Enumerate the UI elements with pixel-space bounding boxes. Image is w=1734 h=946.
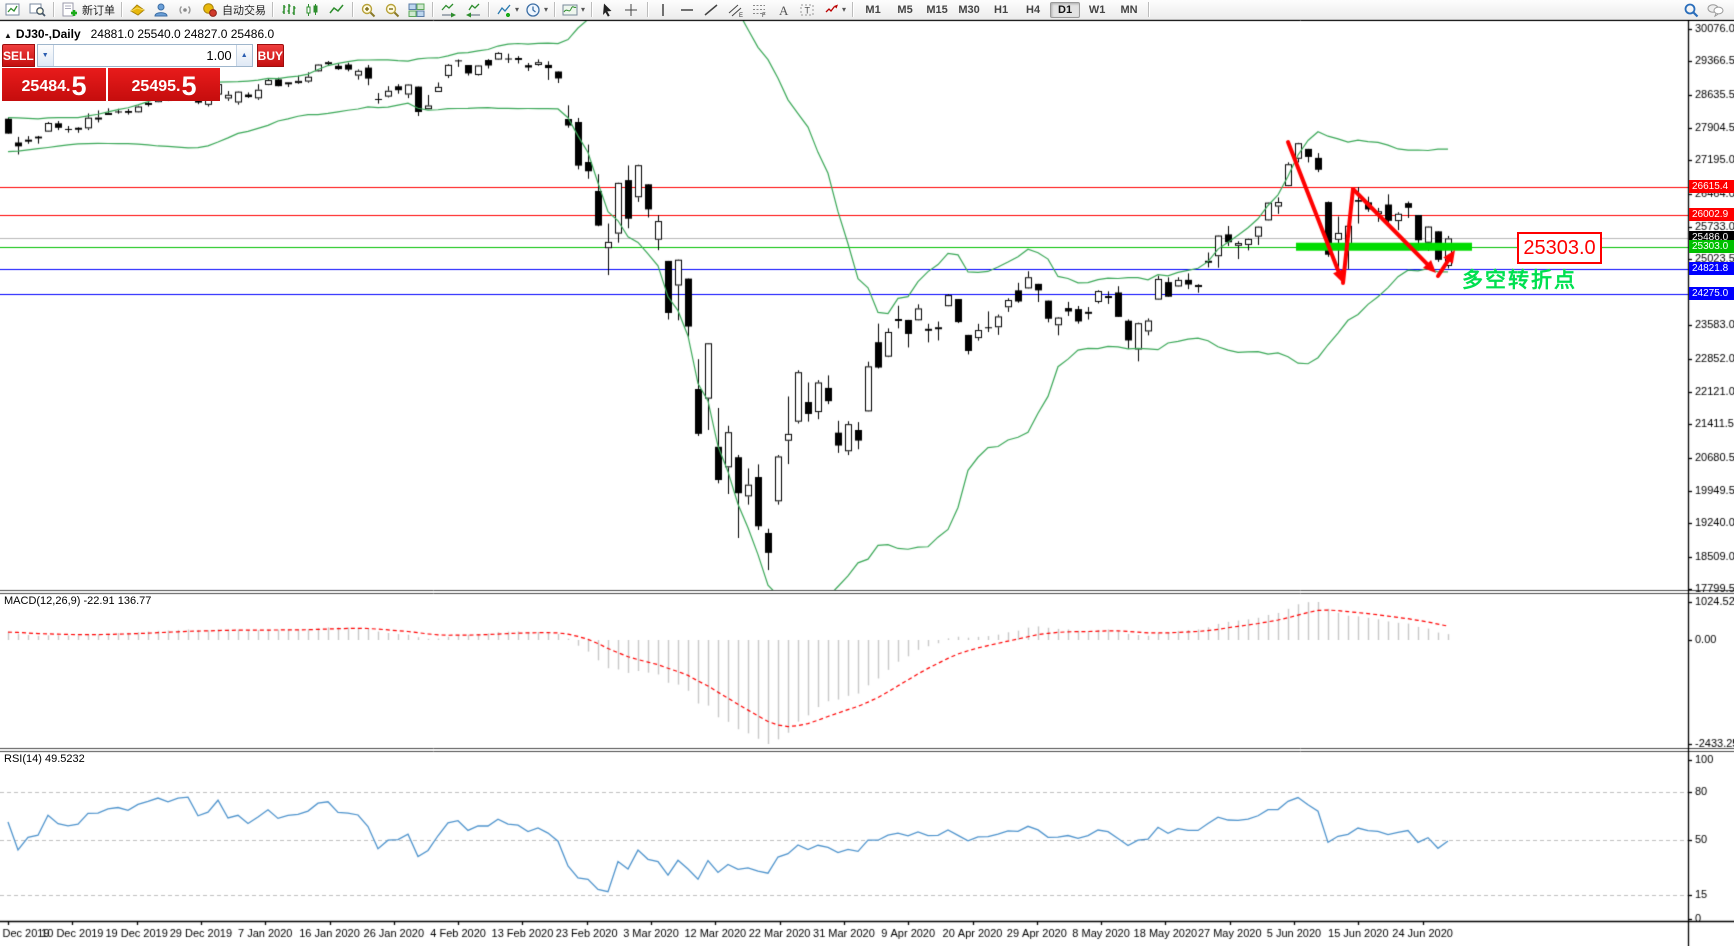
crosshair-icon[interactable]: [620, 0, 644, 20]
autotrading-icon: [201, 2, 219, 18]
new-order-button-label: 新订单: [82, 4, 115, 17]
main-toolbar: 新订单 自动交易 ▾ ▾ ▾ E F A T ▾ M1 M5 M15 M30 H1 H4 D1 W1 MN: [0, 0, 1734, 20]
ohlc-label: 24881.0 25540.0 24827.0 25486.0: [90, 27, 275, 41]
zoom-in-icon[interactable]: [357, 0, 381, 20]
cursor-icon[interactable]: [596, 0, 620, 20]
one-click-trading-panel: SELL ▼ ▲ BUY 25484.5 25495.5: [2, 44, 285, 101]
chevron-down-icon: ▾: [515, 4, 520, 14]
timeframe-W1[interactable]: W1: [1088, 3, 1106, 16]
macd-indicator-label: MACD(12,26,9) -22.91 136.77: [4, 595, 152, 607]
chevron-down-icon: ▾: [842, 4, 847, 14]
annotation-text[interactable]: 多空转折点: [1462, 269, 1577, 292]
toolbar-separator: [53, 2, 55, 17]
text-icon[interactable]: A: [772, 0, 796, 20]
toolbar-separator: [432, 2, 434, 17]
toolbar-separator: [554, 2, 557, 17]
autotrading-button[interactable]: 自动交易: [198, 0, 269, 20]
timeframe-D1[interactable]: D1: [1050, 1, 1081, 18]
price-tag-26002.9[interactable]: 26002.9: [1689, 208, 1734, 221]
volume-stepper: ▼ ▲: [36, 44, 253, 67]
buy-button[interactable]: BUY: [256, 44, 285, 67]
profiles-icon[interactable]: [26, 0, 50, 20]
timeframe-H4[interactable]: H4: [1026, 3, 1041, 16]
buy-price-display[interactable]: 25495. 5: [108, 68, 220, 101]
zoom-out-icon[interactable]: [381, 0, 405, 20]
toolbar-separator: [121, 2, 123, 17]
chat-icon[interactable]: [1704, 0, 1728, 20]
chart-header: ▲ DJ30-,Daily 24881.0 25540.0 24827.0 2548…: [4, 27, 274, 41]
price-tag-26615.4[interactable]: 26615.4: [1689, 180, 1734, 193]
sell-price-pip: 5: [71, 71, 87, 101]
volume-decrease-button[interactable]: ▼: [37, 45, 54, 66]
timeframe-M15[interactable]: M15: [926, 3, 948, 16]
toolbar-separator: [852, 2, 855, 17]
vertical-line-icon[interactable]: [652, 0, 676, 20]
one-click-panel-toggle[interactable]: ▲: [4, 31, 12, 40]
new-order-icon: [61, 2, 79, 18]
label-icon[interactable]: T: [796, 0, 820, 20]
sell-price-main: 25484.: [21, 78, 71, 95]
auto-scroll-icon[interactable]: [437, 0, 461, 20]
symbol-period-label: DJ30-,Daily: [15, 27, 81, 41]
svg-text:E: E: [739, 13, 743, 18]
buy-price-main: 25495.: [131, 78, 181, 95]
sell-price-display[interactable]: 25484. 5: [2, 68, 106, 101]
timeframe-H1[interactable]: H1: [994, 3, 1009, 16]
fibonacci-icon[interactable]: F: [748, 0, 772, 20]
sell-button[interactable]: SELL: [2, 44, 35, 67]
toolbar-right-group: [1680, 0, 1734, 20]
toolbar-separator: [1148, 2, 1151, 17]
line-chart-icon[interactable]: [325, 0, 349, 20]
new-order-button[interactable]: 新订单: [58, 0, 118, 20]
rsi-indicator-label: RSI(14) 49.5232: [4, 753, 85, 765]
toolbar-separator: [488, 2, 490, 17]
timeframe-MN[interactable]: MN: [1120, 3, 1138, 16]
price-tag-25303.0[interactable]: 25303.0: [1689, 240, 1734, 253]
arrows-icon[interactable]: ▾: [820, 0, 849, 20]
chevron-down-icon: ▾: [544, 4, 549, 14]
svg-text:F: F: [762, 13, 766, 18]
chart-canvas[interactable]: [0, 20, 1734, 946]
market-watch-icon[interactable]: [126, 0, 150, 20]
trendline-icon[interactable]: [700, 0, 724, 20]
autotrading-button-label: 自动交易: [222, 4, 266, 17]
timeframe-M1[interactable]: M1: [865, 3, 881, 16]
search-icon[interactable]: [1680, 0, 1704, 20]
timeframe-M30[interactable]: M30: [958, 3, 980, 16]
tile-windows-icon[interactable]: [405, 0, 429, 20]
timeframe-M5[interactable]: M5: [897, 3, 913, 16]
metaeditor-icon[interactable]: [150, 0, 174, 20]
candlestick-chart-icon[interactable]: [301, 0, 325, 20]
templates-icon[interactable]: ▾: [559, 0, 588, 20]
bar-chart-icon[interactable]: [277, 0, 301, 20]
svg-text:A: A: [779, 3, 789, 18]
volume-input[interactable]: [53, 45, 236, 66]
volume-increase-button[interactable]: ▲: [235, 45, 252, 66]
chevron-down-icon: ▾: [581, 4, 586, 14]
svg-text:T: T: [805, 5, 811, 15]
indicators-icon[interactable]: ▾: [493, 0, 522, 20]
chart-shift-icon[interactable]: [461, 0, 485, 20]
toolbar-separator: [352, 2, 354, 17]
channel-icon[interactable]: E: [724, 0, 748, 20]
toolbar-separator: [591, 2, 594, 17]
new-chart-icon[interactable]: [2, 0, 26, 20]
horizontal-line-icon[interactable]: [676, 0, 700, 20]
toolbar-separator: [272, 2, 274, 17]
price-tag-24275.0[interactable]: 24275.0: [1689, 287, 1734, 300]
price-callout-label[interactable]: 25303.0: [1517, 232, 1602, 264]
buy-price-pip: 5: [181, 71, 197, 101]
periods-icon[interactable]: ▾: [522, 0, 551, 20]
signals-icon[interactable]: [174, 0, 198, 20]
price-tag-24821.8[interactable]: 24821.8: [1689, 262, 1734, 275]
toolbar-separator: [647, 2, 650, 17]
